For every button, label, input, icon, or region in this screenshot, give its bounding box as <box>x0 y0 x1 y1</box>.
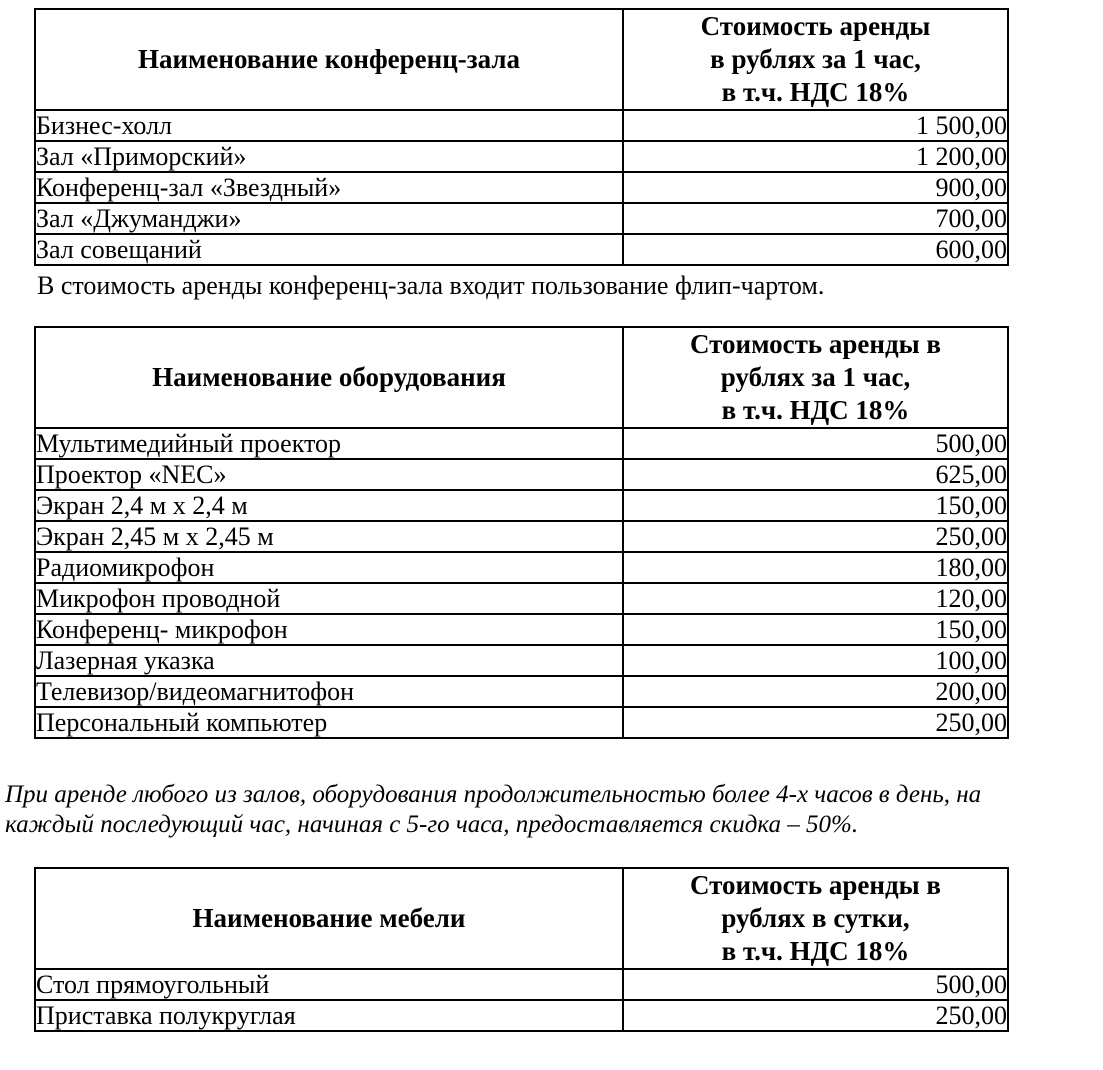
item-name-cell: Зал «Приморский» <box>34 140 624 173</box>
item-name-cell: Проектор «NEC» <box>34 458 624 491</box>
item-name-cell: Мультимедийный проектор <box>34 427 624 460</box>
item-price-cell: 100,00 <box>622 644 1009 677</box>
item-price-cell: 150,00 <box>622 489 1009 522</box>
item-price-cell: 180,00 <box>622 551 1009 584</box>
item-name-cell: Зал совещаний <box>34 233 624 266</box>
table-row: Радиомикрофон 180,00 <box>34 551 1009 584</box>
item-price-cell: 250,00 <box>622 706 1009 739</box>
item-name-cell: Радиомикрофон <box>34 551 624 584</box>
item-price-cell: 600,00 <box>622 233 1009 266</box>
table-row: Мультимедийный проектор 500,00 <box>34 427 1009 460</box>
table-row: Стол прямоугольный 500,00 <box>34 968 1009 1001</box>
item-name-cell: Стол прямоугольный <box>34 968 624 1001</box>
item-price-cell: 250,00 <box>622 999 1009 1032</box>
hall-name-column-header: Наименование конференц-зала <box>34 8 624 111</box>
table-row: Персональный компьютер 250,00 <box>34 706 1009 739</box>
table-row: Зал «Джуманджи» 700,00 <box>34 202 1009 235</box>
table-header-row: Наименование мебели Стоимость аренды в р… <box>34 867 1009 970</box>
item-name-cell: Микрофон проводной <box>34 582 624 615</box>
item-price-cell: 700,00 <box>622 202 1009 235</box>
table-header-row: Наименование конференц-зала Стоимость ар… <box>34 8 1009 111</box>
item-price-cell: 625,00 <box>622 458 1009 491</box>
item-name-cell: Персональный компьютер <box>34 706 624 739</box>
table-row: Приставка полукруглая 250,00 <box>34 999 1009 1032</box>
item-price-cell: 1 500,00 <box>622 109 1009 142</box>
hall-price-column-header: Стоимость аренды в рублях за 1 час, в т.… <box>622 8 1009 111</box>
item-price-cell: 150,00 <box>622 613 1009 646</box>
item-price-cell: 120,00 <box>622 582 1009 615</box>
table-row: Лазерная указка 100,00 <box>34 644 1009 677</box>
conference-halls-table: Наименование конференц-зала Стоимость ар… <box>34 8 1009 266</box>
item-name-cell: Лазерная указка <box>34 644 624 677</box>
furniture-name-column-header: Наименование мебели <box>34 867 624 970</box>
table-row: Конференц-зал «Звездный» 900,00 <box>34 171 1009 204</box>
table-header-row: Наименование оборудования Стоимость арен… <box>34 326 1009 429</box>
item-price-cell: 900,00 <box>622 171 1009 204</box>
equipment-price-column-header: Стоимость аренды в рублях за 1 час, в т.… <box>622 326 1009 429</box>
equipment-table: Наименование оборудования Стоимость арен… <box>34 326 1009 739</box>
table-row: Микрофон проводной 120,00 <box>34 582 1009 615</box>
table-row: Зал «Приморский» 1 200,00 <box>34 140 1009 173</box>
item-price-cell: 500,00 <box>622 968 1009 1001</box>
table-row: Экран 2,45 м х 2,45 м 250,00 <box>34 520 1009 553</box>
item-price-cell: 200,00 <box>622 675 1009 708</box>
item-name-cell: Зал «Джуманджи» <box>34 202 624 235</box>
item-price-cell: 250,00 <box>622 520 1009 553</box>
item-name-cell: Телевизор/видеомагнитофон <box>34 675 624 708</box>
item-name-cell: Конференц- микрофон <box>34 613 624 646</box>
discount-note: При аренде любого из залов, оборудования… <box>5 781 982 838</box>
item-name-cell: Экран 2,4 м х 2,4 м <box>34 489 624 522</box>
item-price-cell: 500,00 <box>622 427 1009 460</box>
furniture-price-column-header: Стоимость аренды в рублях в сутки, в т.ч… <box>622 867 1009 970</box>
table-row: Конференц- микрофон 150,00 <box>34 613 1009 646</box>
item-name-cell: Бизнес-холл <box>34 109 624 142</box>
table-row: Телевизор/видеомагнитофон 200,00 <box>34 675 1009 708</box>
table-row: Зал совещаний 600,00 <box>34 233 1009 266</box>
item-name-cell: Экран 2,45 м х 2,45 м <box>34 520 624 553</box>
equipment-name-column-header: Наименование оборудования <box>34 326 624 429</box>
item-price-cell: 1 200,00 <box>622 140 1009 173</box>
table-row: Проектор «NEC» 625,00 <box>34 458 1009 491</box>
item-name-cell: Конференц-зал «Звездный» <box>34 171 624 204</box>
flipchart-note: В стоимость аренды конференц-зала входит… <box>37 271 825 300</box>
table-row: Бизнес-холл 1 500,00 <box>34 109 1009 142</box>
item-name-cell: Приставка полукруглая <box>34 999 624 1032</box>
furniture-table: Наименование мебели Стоимость аренды в р… <box>34 867 1009 1032</box>
table-row: Экран 2,4 м х 2,4 м 150,00 <box>34 489 1009 522</box>
